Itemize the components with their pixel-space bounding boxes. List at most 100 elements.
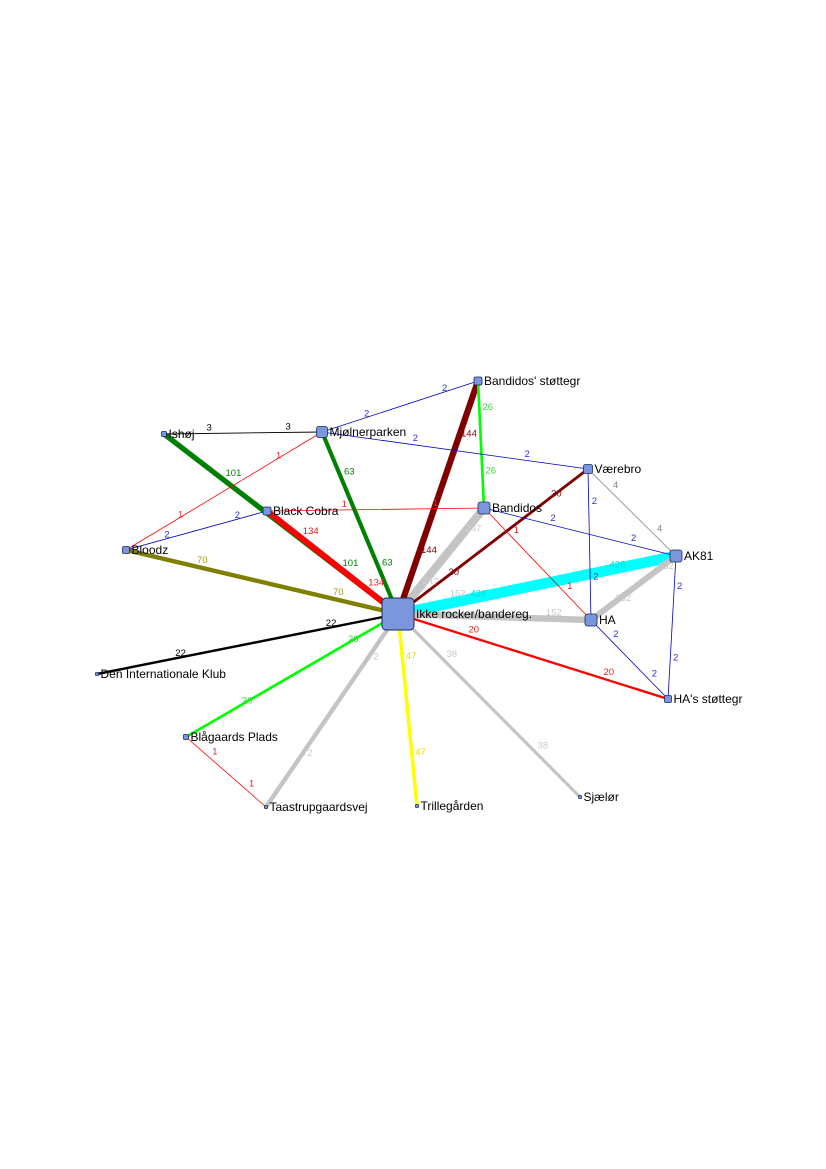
node-sjael[interactable]: Sjælør [578, 790, 619, 804]
edge-bloodz-mjol [125, 431, 323, 551]
edge-taas-ikke [263, 611, 401, 810]
edge-ikke-ak81 [392, 550, 682, 620]
node-square[interactable] [95, 672, 99, 676]
node-ikke[interactable]: Ikke rocker/bandereg. [381, 597, 532, 631]
edge-weight-label: 20 [604, 667, 615, 678]
node-ishoj[interactable]: Ishøj [161, 427, 195, 441]
node-square[interactable] [316, 426, 328, 438]
node-square[interactable] [415, 804, 419, 808]
node-bst[interactable]: Bandidos' støttegr [473, 374, 580, 388]
node-bloodz[interactable]: Bloodz [122, 543, 169, 557]
edge-weight-label: 26 [483, 402, 494, 413]
edge-weight-label: 38 [538, 740, 549, 751]
node-hast[interactable]: HA's støttegr [664, 692, 743, 706]
node-label: Sjælør [584, 790, 619, 804]
edge-vaer-ha [587, 468, 592, 621]
edge-band-ak81 [483, 507, 677, 557]
node-ak81[interactable]: AK81 [669, 549, 714, 563]
node-square[interactable] [264, 805, 268, 809]
edge-weight-label: 20 [469, 624, 480, 635]
edge-labels: 4264262472471521521321321441441011011341… [164, 383, 682, 790]
edge-weight-label: 30 [449, 567, 460, 578]
edges [95, 377, 682, 810]
node-square[interactable] [584, 613, 598, 627]
node-blag[interactable]: Blågaards Plads [183, 730, 278, 744]
node-mjol[interactable]: Mjølnerparken [316, 425, 407, 439]
edge-vaer-ak81 [587, 468, 677, 557]
edge-weight-label: 247 [466, 524, 482, 535]
edge-weight-label: 1 [249, 779, 254, 790]
node-ha[interactable]: HA [584, 613, 616, 627]
edge-weight-label: 3 [207, 423, 212, 434]
edge-weight-label: 26 [486, 465, 497, 476]
edge-weight-label: 426 [610, 560, 626, 571]
node-square[interactable] [122, 546, 130, 554]
node-square[interactable] [583, 464, 593, 474]
edge-weight-label: 72 [368, 651, 379, 662]
edge-weight-label: 152 [546, 608, 562, 619]
node-square[interactable] [183, 734, 189, 740]
edge-weight-label: 1 [514, 525, 519, 536]
node-square[interactable] [262, 506, 272, 516]
edge-weight-label: 63 [382, 558, 393, 569]
edge-ikke-sjael [396, 612, 582, 799]
edge-ikke-trille [396, 612, 419, 808]
edge-ha-hast [590, 619, 669, 700]
node-band[interactable]: Bandidos [477, 501, 542, 515]
edge-weight-label: 22 [326, 618, 337, 629]
node-square[interactable] [669, 549, 683, 563]
edge-weight-label: 2 [442, 383, 447, 394]
edge-weight-label: 132 [658, 561, 674, 572]
edge-weight-label: 2 [413, 433, 418, 444]
edge-bloodz-bc [125, 510, 268, 551]
edge-weight-label: 1 [276, 451, 281, 462]
node-label: Black Cobra [273, 504, 339, 518]
edge-weight-label: 1 [212, 746, 217, 757]
edge-blag-ikke [184, 612, 400, 739]
edge-ikke-bst [394, 377, 482, 618]
node-square[interactable] [381, 597, 415, 631]
edge-weight-label: 101 [226, 468, 242, 479]
node-square[interactable] [578, 795, 582, 799]
edge-ikke-hast [396, 612, 670, 701]
node-vaer[interactable]: Værebro [583, 462, 642, 476]
edge-blag-taas [185, 736, 267, 808]
edge-weight-label: 47 [406, 651, 417, 662]
node-trille[interactable]: Trillegården [415, 799, 484, 813]
edge-weight-label: 2 [164, 529, 169, 540]
node-square[interactable] [664, 695, 672, 703]
node-square[interactable] [473, 376, 483, 386]
node-bc[interactable]: Black Cobra [262, 504, 339, 518]
edge-weight-label: 2 [673, 652, 678, 663]
node-dik[interactable]: Den Internationale Klub [95, 667, 227, 681]
edge-weight-label: 4 [613, 480, 618, 491]
edge-bst-band [476, 379, 486, 510]
node-label: Bandidos' støttegr [484, 374, 580, 388]
node-square[interactable] [477, 501, 491, 515]
edge-weight-label: 72 [302, 748, 313, 759]
edge-weight-label: 2 [592, 496, 597, 507]
edge-ikke-vaer [396, 467, 590, 616]
edge-ak81-hast [667, 555, 677, 700]
edge-weight-label: 2 [364, 408, 369, 419]
node-label: Trillegården [421, 799, 484, 813]
edge-weight-label: 2 [235, 510, 240, 521]
edge-weight-label: 152 [450, 589, 466, 600]
edge-weight-label: 101 [343, 558, 359, 569]
edge-weight-label: 4 [657, 523, 662, 534]
edge-bloodz-ikke [123, 547, 401, 617]
edge-weight-label: 1 [567, 581, 572, 592]
edge-bc-ikke [263, 507, 402, 618]
node-label: Bandidos [492, 501, 542, 515]
node-label: AK81 [684, 549, 714, 563]
edge-mjol-bst [321, 380, 479, 433]
edge-weight-label: 426 [471, 589, 487, 600]
node-label: HA's støttegr [674, 692, 743, 706]
edge-weight-label: 22 [175, 648, 186, 659]
edge-ishoj-mjol [163, 431, 323, 435]
node-square[interactable] [161, 431, 167, 437]
node-taas[interactable]: Taastrupgaardsvej [264, 800, 368, 814]
edge-weight-label: 134 [368, 577, 384, 588]
node-label: HA [599, 613, 616, 627]
